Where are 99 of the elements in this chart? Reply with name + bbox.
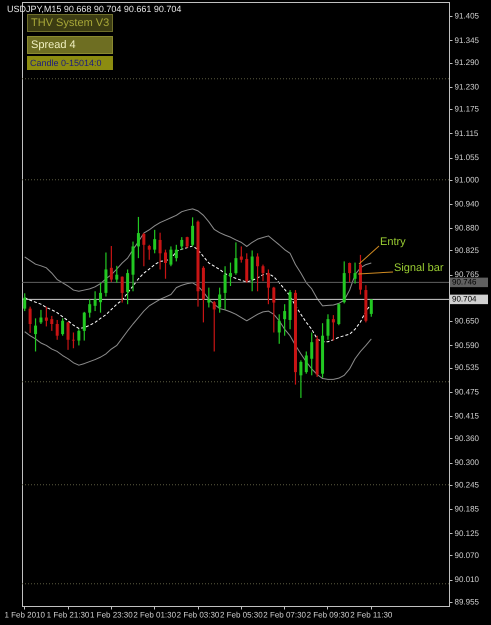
candlestick — [99, 282, 102, 314]
candlestick — [218, 287, 222, 314]
y-tick-label: 91.230 — [454, 82, 480, 92]
candlestick — [326, 314, 330, 340]
y-tick-label: 91.405 — [454, 12, 480, 21]
y-tick-label: 91.175 — [454, 104, 480, 114]
candlestick — [61, 318, 64, 336]
candlestick — [186, 236, 189, 249]
line-series — [24, 246, 372, 342]
candlestick — [153, 229, 156, 254]
y-tick-label: 90.300 — [454, 458, 480, 468]
candlestick — [212, 300, 216, 352]
x-tick-label: 2 Feb 01:30 — [133, 610, 177, 620]
candlestick — [180, 236, 184, 250]
candlestick — [266, 268, 270, 305]
x-tick-label: 1 Feb 2010 — [4, 610, 46, 620]
candlestick — [136, 216, 140, 259]
y-tick-label: 90.070 — [454, 551, 480, 560]
y-tick-label: 91.115 — [454, 128, 479, 138]
candlestick — [126, 268, 130, 305]
y-tick-label: 90.475 — [454, 387, 480, 396]
candlestick — [370, 298, 373, 318]
candlestick — [240, 246, 243, 264]
candlestick — [34, 318, 38, 352]
candlestick — [234, 242, 238, 276]
candlestick — [348, 262, 352, 283]
y-tick-label: 90.415 — [454, 412, 480, 421]
candlestick — [207, 287, 210, 308]
x-tick-label: 2 Feb 05:30 — [220, 610, 264, 620]
y-tick-label: 91.290 — [454, 58, 480, 68]
candlestick — [88, 298, 92, 318]
candlestick — [115, 265, 118, 284]
candlestick — [77, 328, 80, 346]
candlestick — [56, 319, 59, 340]
candlestick — [191, 216, 194, 248]
x-tick-label: 1 Feb 23:30 — [90, 610, 134, 620]
y-tick-label: 90.360 — [454, 434, 480, 443]
candlestick — [104, 252, 108, 298]
y-tick-label: 90.880 — [454, 224, 480, 233]
x-tick-label: 2 Feb 09:30 — [306, 610, 350, 620]
y-tick-label: 90.825 — [454, 246, 480, 255]
candlestick — [39, 309, 42, 325]
candlestick — [224, 266, 227, 310]
candlestick — [50, 315, 54, 332]
y-tick-label: 90.185 — [454, 504, 480, 514]
candlestick — [250, 250, 254, 292]
candlestick — [245, 252, 248, 284]
candlestick — [354, 262, 357, 284]
y-tick-label: 90.535 — [454, 363, 480, 372]
ref-line-label: 90.746 — [452, 277, 478, 286]
y-tick-label: 90.245 — [454, 480, 480, 490]
y-tick-label: 90.590 — [454, 340, 480, 350]
candlestick — [278, 314, 281, 344]
candlestick — [164, 249, 168, 280]
candlestick — [304, 350, 308, 374]
candlestick — [158, 232, 162, 270]
candlestick — [337, 302, 340, 326]
candlestick — [169, 246, 172, 267]
text: Entry — [380, 236, 406, 248]
candlestick — [299, 360, 302, 399]
candlestick — [44, 306, 48, 328]
candlestick — [261, 264, 264, 282]
ref-line-label: 90.704 — [452, 294, 478, 304]
candlestick — [82, 311, 86, 342]
candlestick — [256, 252, 260, 292]
y-tick-label: 91.055 — [454, 153, 480, 162]
candlestick — [110, 245, 113, 283]
y-tick-label: 91.345 — [454, 36, 480, 45]
y-tick-label: 91.000 — [454, 175, 480, 184]
candlestick — [66, 321, 70, 350]
line-series — [24, 208, 372, 306]
line-series — [24, 282, 372, 380]
candlestick — [332, 314, 335, 342]
candlestick — [228, 262, 232, 287]
x-tick-label: 2 Feb 03:30 — [176, 610, 220, 620]
y-tick-label: 90.010 — [454, 575, 480, 584]
x-tick-label: 2 Feb 07:30 — [263, 610, 307, 620]
candlestick — [174, 244, 178, 262]
y-tick-label: 90.940 — [454, 200, 480, 209]
candlestick — [120, 276, 124, 304]
x-tick-label: 1 Feb 21:30 — [46, 610, 90, 620]
info-panel: THV System V3 Spread 4 Candle 0-15014:0 — [27, 14, 113, 70]
candlestick — [142, 232, 146, 267]
candlestick — [148, 244, 151, 260]
annotation: Candle 0-15014:0 — [27, 56, 113, 70]
candlestick — [94, 290, 97, 312]
candlestick — [310, 332, 314, 376]
annotation: Spread 4 — [27, 36, 113, 54]
candlestick — [28, 306, 32, 334]
candlestick — [283, 304, 286, 336]
candlestick — [23, 292, 26, 312]
y-tick-label: 90.125 — [454, 528, 480, 538]
text: Signal bar — [394, 262, 444, 274]
annotation: THV System V3 — [27, 14, 113, 32]
y-tick-label: 89.955 — [454, 597, 480, 606]
y-tick-label: 90.765 — [454, 270, 480, 280]
candlestick — [272, 286, 276, 334]
y-tick-label: 90.650 — [454, 316, 480, 326]
x-tick-label: 2 Feb 11:30 — [350, 610, 393, 620]
